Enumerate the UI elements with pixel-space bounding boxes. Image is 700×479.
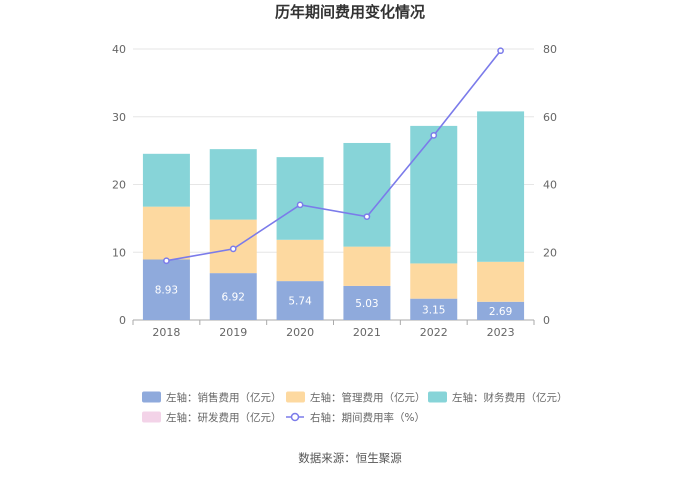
bar-segment bbox=[142, 259, 190, 320]
bar-segment bbox=[477, 261, 525, 302]
left-axis-tick-label: 20 bbox=[112, 179, 126, 192]
x-axis-tick-label: 2021 bbox=[353, 326, 381, 339]
right-axis-tick-label: 80 bbox=[543, 43, 557, 56]
bar-data-label: 2.69 bbox=[489, 306, 512, 318]
line-point bbox=[363, 213, 371, 221]
bar-segment bbox=[142, 206, 190, 260]
left-axis-tick-label: 40 bbox=[112, 43, 126, 56]
right-axis-tick-label: 60 bbox=[543, 111, 557, 124]
legend-label[interactable]: 右轴：期间费用率（%） bbox=[310, 411, 425, 424]
x-axis-tick-label: 2019 bbox=[219, 326, 247, 339]
line-series-path bbox=[166, 50, 502, 262]
chart-title: 历年期间费用变化情况 bbox=[275, 3, 425, 21]
left-axis-tick-label: 30 bbox=[112, 111, 126, 124]
bar-data-label: 8.93 bbox=[155, 285, 178, 297]
left-axis-tick-label: 0 bbox=[119, 314, 126, 327]
line-point bbox=[163, 257, 170, 265]
legend-point-symbol bbox=[290, 412, 300, 422]
x-axis: 2018 2019 2020 2021 2022 2023 bbox=[132, 319, 535, 339]
bar-segment bbox=[343, 142, 391, 247]
data-labels: 8.93 6.92 5.74 5.03 3.15 2.69 bbox=[155, 285, 513, 318]
legend-swatch bbox=[142, 391, 161, 403]
bar-data-label: 6.92 bbox=[222, 292, 245, 304]
x-axis-tick-label: 2023 bbox=[487, 326, 515, 339]
bar-segment bbox=[276, 239, 324, 282]
right-axis-tick-label: 20 bbox=[543, 246, 557, 259]
bar-segment bbox=[209, 149, 257, 220]
line-point bbox=[296, 201, 304, 209]
bar-data-label: 5.03 bbox=[355, 298, 378, 310]
line-point bbox=[229, 245, 237, 253]
legend-swatch bbox=[428, 391, 447, 403]
bar-segment bbox=[477, 111, 525, 262]
bar-segment bbox=[410, 298, 458, 320]
legend-label[interactable]: 左轴：研发费用（亿元） bbox=[166, 411, 282, 424]
line-point bbox=[430, 132, 438, 139]
legend-label[interactable]: 左轴：管理费用（亿元） bbox=[310, 391, 426, 404]
legend: 左轴：销售费用（亿元） 左轴：管理费用（亿元） 左轴：财务费用（亿元） 左轴：研发费用… bbox=[142, 391, 568, 424]
legend-label[interactable]: 左轴：销售费用（亿元） bbox=[166, 391, 282, 404]
x-axis-tick-label: 2022 bbox=[420, 326, 448, 339]
right-axis: 0 20 40 60 80 bbox=[543, 43, 557, 327]
x-axis-tick-label: 2018 bbox=[152, 326, 180, 339]
right-axis-tick-label: 0 bbox=[543, 314, 550, 327]
bar-data-label: 5.74 bbox=[288, 296, 312, 308]
line-series bbox=[163, 47, 504, 265]
bar-segment bbox=[410, 263, 458, 299]
left-axis: 0 10 20 30 40 bbox=[112, 43, 126, 327]
bar-segment bbox=[142, 153, 190, 207]
left-axis-tick-label: 10 bbox=[112, 246, 126, 259]
bars bbox=[142, 111, 525, 320]
legend-swatch bbox=[142, 411, 161, 423]
right-axis-tick-label: 40 bbox=[543, 179, 557, 192]
bar-segment bbox=[343, 246, 391, 286]
grid-lines bbox=[133, 48, 534, 253]
bar-segment bbox=[276, 157, 324, 240]
legend-swatch bbox=[286, 391, 305, 403]
bar-segment bbox=[343, 285, 391, 320]
x-axis-tick-label: 2020 bbox=[286, 326, 314, 339]
bar-segment bbox=[276, 281, 324, 320]
bar-segment bbox=[209, 273, 257, 320]
line-point bbox=[497, 47, 504, 55]
bar-data-label: 3.15 bbox=[422, 304, 445, 316]
legend-label[interactable]: 左轴：财务费用（亿元） bbox=[452, 391, 568, 404]
chart-source: 数据来源：恒生聚源 bbox=[298, 451, 402, 465]
bar-segment bbox=[410, 125, 458, 264]
bar-segment bbox=[477, 301, 525, 320]
